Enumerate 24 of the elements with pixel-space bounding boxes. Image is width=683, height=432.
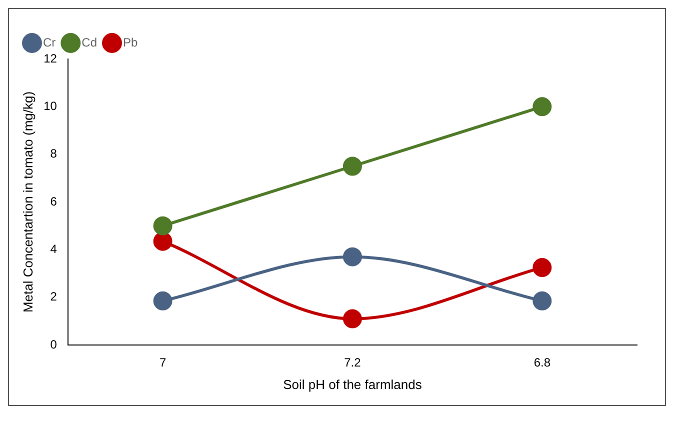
y-tick-label: 6	[50, 194, 58, 208]
point	[532, 258, 552, 278]
y-tick-label: 12	[44, 51, 58, 66]
point	[153, 291, 172, 310]
y-tick-label: 4	[50, 242, 58, 256]
point	[342, 247, 362, 266]
legend-label: Cd	[82, 35, 98, 50]
x-tick-label: 6.8	[534, 356, 551, 370]
point	[342, 309, 362, 328]
y-tick-label: 2	[50, 290, 58, 304]
x-tick-label: 7	[159, 356, 166, 370]
y-tick-label: 0	[50, 337, 58, 352]
y-tick-label: 8	[50, 146, 58, 161]
legend-label: Cr	[43, 35, 56, 50]
legend-label: Pb	[123, 35, 138, 50]
x-axis-title: Soil pH of the farmlands	[283, 376, 422, 392]
point	[532, 97, 552, 116]
point	[153, 216, 172, 236]
point	[532, 291, 552, 310]
y-axis-title: Metal Concentartion in tomato (mg/kg)	[20, 91, 36, 313]
point	[153, 232, 172, 251]
point	[342, 156, 362, 176]
y-tick-label: 10	[44, 98, 58, 113]
x-tick-label: 7.2	[344, 356, 362, 370]
